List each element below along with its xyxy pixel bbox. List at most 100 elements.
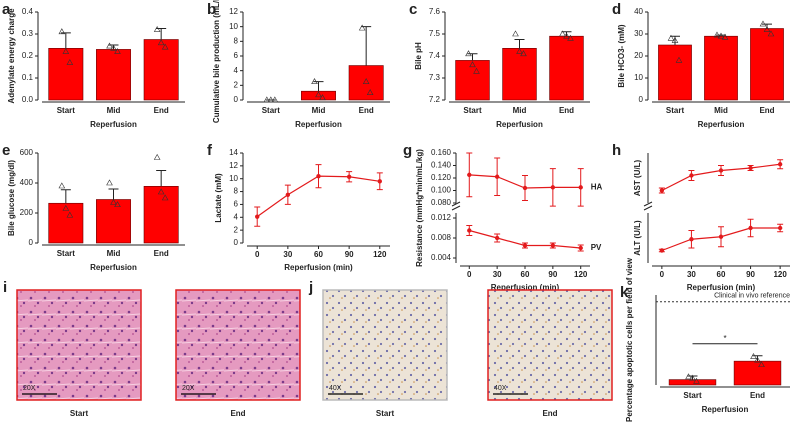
- x-tick-label: End: [559, 106, 574, 115]
- y-tick-label: 7.3: [429, 73, 441, 82]
- y-tick-label: 8: [234, 187, 239, 196]
- error-bar: [60, 189, 71, 204]
- data-point: [467, 228, 472, 233]
- x-tick-label: 30: [687, 270, 696, 279]
- data-point: [469, 61, 476, 68]
- series-label: HA: [591, 182, 603, 191]
- data-point: [465, 50, 472, 57]
- panel-letter: k: [620, 284, 629, 301]
- data-point: [106, 179, 113, 186]
- panel-letter: d: [612, 1, 621, 18]
- data-point: [717, 32, 725, 39]
- bar: [301, 90, 336, 101]
- data-point: [319, 94, 326, 101]
- scale-label: 40X: [494, 385, 507, 392]
- y-tick-label: 0.008: [431, 233, 452, 242]
- x-axis-label: Reperfusion (min): [491, 283, 560, 292]
- y-tick-label: 10: [229, 22, 238, 31]
- x-tick-label: Start: [666, 106, 685, 115]
- data-point: [271, 96, 279, 103]
- x-tick-label: Mid: [107, 249, 121, 258]
- data-point: [567, 34, 574, 41]
- micrograph-image: [16, 289, 142, 401]
- data-point: [157, 39, 165, 46]
- x-axis-label: Reperfusion (min): [687, 283, 756, 292]
- data-point: [689, 374, 696, 381]
- data-point: [693, 377, 700, 384]
- data-point: [512, 30, 519, 37]
- x-axis-label: Reperfusion: [90, 263, 137, 272]
- y-tick-label: 0.3: [22, 29, 34, 38]
- x-axis-label: Reperfusion: [90, 120, 137, 129]
- data-point: [494, 174, 500, 179]
- y-tick-label: 6: [234, 51, 239, 60]
- x-tick-label: 30: [283, 250, 292, 259]
- bar: [455, 60, 490, 101]
- data-point: [563, 32, 570, 39]
- series-label: PV: [591, 243, 602, 252]
- x-tick-label: 90: [746, 270, 755, 279]
- data-point: [713, 31, 721, 38]
- data-point: [110, 198, 117, 205]
- data-point: [685, 373, 692, 380]
- data-point: [522, 185, 528, 191]
- data-point: [153, 25, 161, 32]
- bar: [96, 49, 131, 101]
- x-tick-label: Start: [57, 249, 76, 258]
- x-tick-label: 120: [773, 270, 787, 279]
- reference-label: Clinical in vivo reference: [714, 293, 790, 300]
- data-point: [315, 91, 322, 98]
- data-point: [659, 188, 665, 193]
- x-tick-label: Mid: [107, 106, 121, 115]
- data-point: [559, 30, 566, 37]
- panel-letter: g: [403, 142, 412, 159]
- data-point: [777, 162, 783, 167]
- bar: [143, 39, 179, 101]
- data-point: [748, 225, 753, 231]
- data-point: [748, 165, 753, 171]
- data-point: [550, 243, 556, 248]
- x-axis-label: Reperfusion: [496, 120, 543, 129]
- bar: [48, 47, 84, 101]
- y-tick-label: 6: [234, 200, 239, 209]
- bar: [658, 44, 692, 101]
- y-tick-label: 0.0: [22, 95, 34, 104]
- x-tick-label: 30: [493, 270, 502, 279]
- data-point: [777, 225, 783, 231]
- data-point: [66, 211, 74, 218]
- data-point: [263, 96, 271, 103]
- x-tick-label: End: [750, 391, 765, 400]
- bar: [48, 202, 84, 244]
- data-point: [763, 25, 771, 32]
- data-point: [520, 50, 527, 57]
- panel-letter: h: [612, 142, 621, 159]
- data-point: [473, 67, 480, 74]
- y-tick-label: 10: [634, 73, 643, 82]
- y-tick-label: 0.4: [22, 7, 34, 16]
- data-point: [578, 185, 583, 190]
- x-tick-label: 120: [574, 270, 588, 279]
- error-bar: [156, 170, 167, 187]
- data-point: [153, 153, 161, 160]
- y-tick-label: 2: [234, 225, 239, 234]
- bar: [502, 47, 537, 101]
- data-point: [689, 237, 694, 242]
- y-axis-label: Resistance (mmHg*min/mL/kg): [415, 149, 424, 267]
- x-tick-label: Mid: [513, 106, 527, 115]
- axis-break: [643, 201, 653, 211]
- data-point: [66, 58, 74, 65]
- error-bar: [514, 39, 525, 49]
- x-tick-label: Start: [57, 106, 76, 115]
- y-tick-label: 0.140: [431, 161, 452, 170]
- x-tick-label: 0: [660, 270, 665, 279]
- data-point: [758, 361, 765, 368]
- data-point: [767, 30, 775, 37]
- panel-letter: b: [207, 1, 216, 18]
- y-axis-label: Bile HCO3- (mM): [617, 24, 626, 87]
- panel-letter: a: [2, 1, 11, 18]
- data-point: [750, 353, 757, 359]
- data-point: [759, 20, 767, 27]
- y-tick-label: 200: [20, 208, 34, 217]
- y-tick-label: 0.080: [431, 198, 452, 207]
- y-tick-label: 0: [29, 238, 34, 247]
